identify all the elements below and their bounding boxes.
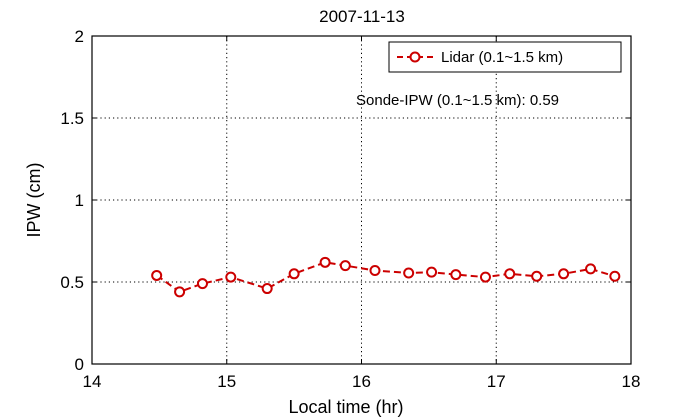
axes: 14 15 16 17 18 0 0.5 1 1.5 2 bbox=[60, 27, 640, 391]
data-point bbox=[426, 266, 438, 278]
x-tick-label: 17 bbox=[487, 372, 506, 391]
data-point bbox=[151, 269, 163, 281]
y-tick-label: 0 bbox=[75, 355, 84, 374]
data-point bbox=[585, 263, 597, 275]
data-point bbox=[531, 270, 543, 282]
y-axis-label: IPW (cm) bbox=[24, 163, 44, 238]
data-point bbox=[319, 256, 331, 268]
data-point bbox=[558, 268, 570, 280]
chart-title: 2007-11-13 bbox=[319, 7, 405, 26]
sonde-ipw-annotation: Sonde-IPW (0.1~1.5 km): 0.59 bbox=[356, 92, 559, 109]
data-point bbox=[450, 269, 462, 281]
y-tick-label: 1 bbox=[75, 191, 84, 210]
data-series bbox=[151, 256, 621, 298]
y-tick-label: 0.5 bbox=[60, 273, 84, 292]
data-point bbox=[339, 260, 351, 272]
data-point bbox=[369, 265, 381, 277]
data-point bbox=[225, 271, 237, 283]
legend-entry-lidar: Lidar (0.1~1.5 km) bbox=[441, 49, 563, 66]
plot-frame bbox=[91, 35, 632, 365]
data-point bbox=[504, 268, 516, 280]
data-point bbox=[403, 267, 415, 279]
y-tick-label: 2 bbox=[75, 27, 84, 46]
grid-lines bbox=[92, 36, 631, 364]
x-tick-label: 18 bbox=[622, 372, 641, 391]
x-tick-label: 15 bbox=[217, 372, 236, 391]
x-tick-label: 16 bbox=[352, 372, 371, 391]
x-tick-label: 14 bbox=[83, 372, 102, 391]
data-point bbox=[174, 286, 186, 298]
data-point bbox=[261, 283, 273, 295]
data-point bbox=[479, 271, 491, 283]
y-tick-label: 1.5 bbox=[60, 109, 84, 128]
legend-marker-sample bbox=[409, 51, 421, 63]
x-axis-label: Local time (hr) bbox=[288, 397, 403, 417]
data-point bbox=[196, 278, 208, 290]
data-point bbox=[288, 268, 300, 280]
legend: Lidar (0.1~1.5 km) bbox=[388, 41, 622, 73]
data-point bbox=[609, 270, 621, 282]
